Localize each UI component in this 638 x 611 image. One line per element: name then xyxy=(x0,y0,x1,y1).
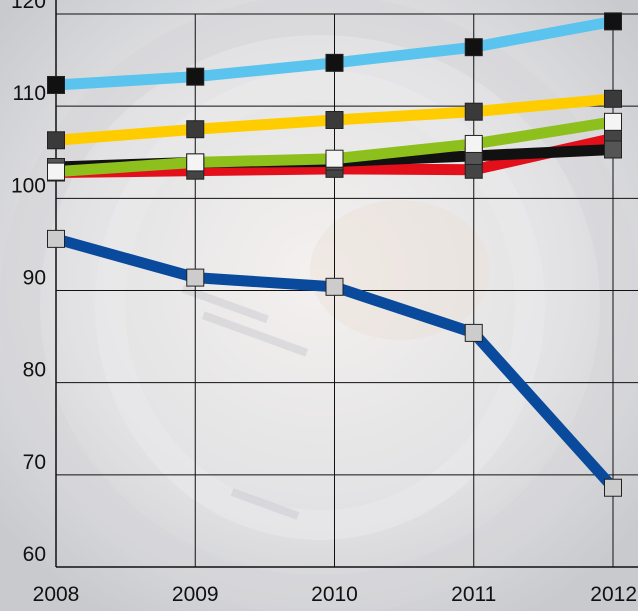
data-point-s1-2011 xyxy=(464,38,483,57)
data-point-s6-2011 xyxy=(464,323,483,342)
data-point-s2-2010 xyxy=(325,110,344,129)
y-tick-label-120: 120 xyxy=(11,0,46,13)
data-point-s5-2010 xyxy=(325,149,344,168)
data-point-s6-2012 xyxy=(604,478,622,497)
y-tick-label-100: 100 xyxy=(11,174,46,197)
y-tick-label-90: 90 xyxy=(23,267,46,290)
data-point-s5-2008 xyxy=(47,162,65,181)
data-point-s5-2011 xyxy=(464,134,483,153)
data-point-s2-2009 xyxy=(186,120,205,139)
x-axis-ticks: 2008 2009 2010 2011 2012 xyxy=(33,583,637,606)
data-point-s1-2009 xyxy=(186,67,205,86)
axes xyxy=(55,0,638,568)
y-tick-label-70: 70 xyxy=(23,451,46,474)
y-tick-label-110: 110 xyxy=(13,82,46,105)
data-point-s2-2008 xyxy=(47,131,65,150)
data-point-s5-2009 xyxy=(186,153,205,172)
data-point-s4-2012 xyxy=(604,140,622,159)
data-point-s2-2012 xyxy=(604,89,622,108)
data-point-s6-2008 xyxy=(47,229,65,248)
data-point-s1-2008 xyxy=(47,75,65,94)
x-tick-label-2010: 2010 xyxy=(311,583,358,606)
x-tick-label-2009: 2009 xyxy=(172,583,219,606)
y-tick-label-60: 60 xyxy=(23,543,46,566)
data-point-s2-2011 xyxy=(464,102,483,121)
x-tick-label-2012: 2012 xyxy=(590,583,637,606)
series-markers xyxy=(47,12,622,497)
data-point-s1-2012 xyxy=(604,12,622,31)
y-axis-ticks: 60 70 80 90 100 110 120 xyxy=(11,0,46,566)
data-point-s5-2012 xyxy=(604,112,622,131)
x-tick-label-2008: 2008 xyxy=(33,583,80,606)
data-point-s6-2009 xyxy=(186,268,205,287)
data-point-s6-2010 xyxy=(325,277,344,296)
y-tick-label-80: 80 xyxy=(23,359,46,382)
data-point-s1-2010 xyxy=(325,53,344,72)
x-tick-label-2011: 2011 xyxy=(451,583,496,606)
